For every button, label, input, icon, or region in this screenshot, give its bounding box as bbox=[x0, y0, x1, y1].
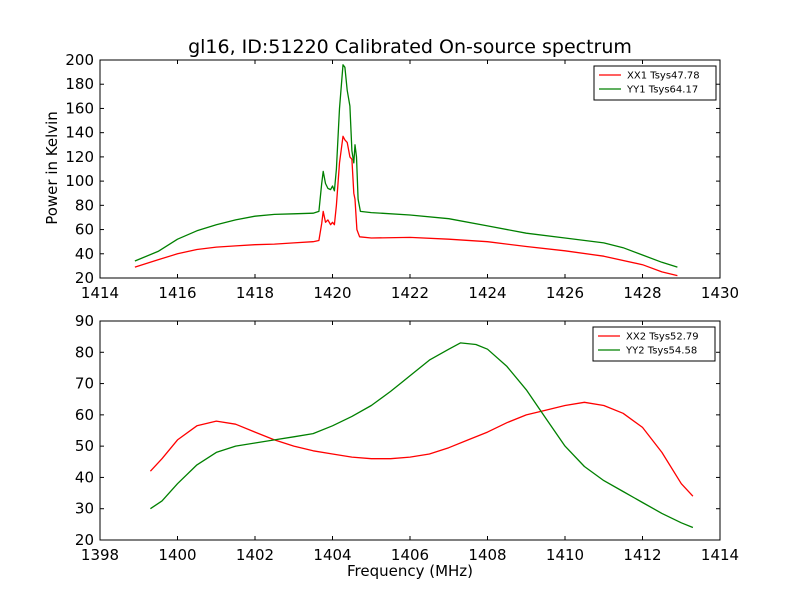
x-tick-label: 1414 bbox=[81, 284, 119, 302]
y-tick-label: 70 bbox=[75, 375, 94, 393]
x-tick-label: 1420 bbox=[313, 284, 351, 302]
x-tick-label: 1408 bbox=[468, 546, 506, 564]
panels: 1414 1416 1418 1420 1422 1424 1426 1428 1430 20 40… bbox=[65, 51, 739, 564]
x-tick-label: 1406 bbox=[391, 546, 429, 564]
legend-box bbox=[593, 65, 717, 101]
panel-2: 1398 1400 1402 1404 1406 1408 1410 1412 1414 20 30… bbox=[75, 312, 739, 564]
x-tick-label: 1416 bbox=[158, 284, 196, 302]
y-tick-label: 200 bbox=[65, 51, 94, 69]
y-tick-label: 140 bbox=[65, 124, 94, 142]
y-tick-label: 180 bbox=[65, 75, 94, 93]
x-tick-label: 1422 bbox=[391, 284, 429, 302]
legend: XX2 Tsys52.79 YY2 Tsys54.58 bbox=[592, 326, 716, 362]
panel-1: 1414 1416 1418 1420 1422 1424 1426 1428 1430 20 40… bbox=[65, 51, 739, 302]
x-tick-label: 1428 bbox=[623, 284, 661, 302]
x-axis-label: Frequency (MHz) bbox=[347, 562, 473, 580]
y-tick-label: 20 bbox=[75, 531, 94, 549]
legend: XX1 Tsys47.78 YY1 Tsys64.17 bbox=[593, 65, 717, 101]
x-tick-label: 1430 bbox=[701, 284, 739, 302]
legend-label-2: YY1 Tsys64.17 bbox=[626, 85, 698, 96]
x-tick-label: 1400 bbox=[158, 546, 196, 564]
y-tick-label: 20 bbox=[75, 269, 94, 287]
y-axis-label: Power in Kelvin bbox=[43, 111, 61, 225]
series-line-2 bbox=[150, 342, 694, 529]
y-tick-label: 160 bbox=[65, 99, 94, 117]
x-tick-label: 1402 bbox=[236, 546, 274, 564]
x-tick-label: 1398 bbox=[81, 546, 119, 564]
y-tick-label: 40 bbox=[75, 245, 94, 263]
x-tick-label: 1426 bbox=[546, 284, 584, 302]
x-tick-label: 1404 bbox=[313, 546, 351, 564]
y-tick-label: 80 bbox=[75, 343, 94, 361]
y-tick-label: 80 bbox=[75, 196, 94, 214]
legend-label-2: YY2 Tsys54.58 bbox=[625, 346, 697, 357]
y-tick-label: 60 bbox=[75, 406, 94, 424]
y-tick-label: 90 bbox=[75, 312, 94, 330]
series-line-2 bbox=[134, 64, 678, 268]
legend-box bbox=[592, 326, 716, 362]
legend-label-1: XX2 Tsys52.79 bbox=[626, 332, 699, 343]
y-tick-label: 120 bbox=[65, 148, 94, 166]
x-tick-label: 1418 bbox=[236, 284, 274, 302]
y-tick-label: 30 bbox=[75, 500, 94, 518]
x-tick-label: 1410 bbox=[546, 546, 584, 564]
series-line-1 bbox=[134, 135, 678, 277]
legend-label-1: XX1 Tsys47.78 bbox=[627, 71, 700, 82]
y-tick-label: 100 bbox=[65, 172, 94, 190]
x-tick-label: 1414 bbox=[701, 546, 739, 564]
x-tick-label: 1412 bbox=[623, 546, 661, 564]
x-tick-label: 1424 bbox=[468, 284, 506, 302]
series-line-1 bbox=[149, 401, 694, 497]
figure-title: gl16, ID:51220 Calibrated On-source spec… bbox=[188, 36, 632, 58]
y-tick-label: 50 bbox=[75, 437, 94, 455]
y-tick-label: 60 bbox=[75, 221, 94, 239]
y-tick-label: 40 bbox=[75, 468, 94, 486]
